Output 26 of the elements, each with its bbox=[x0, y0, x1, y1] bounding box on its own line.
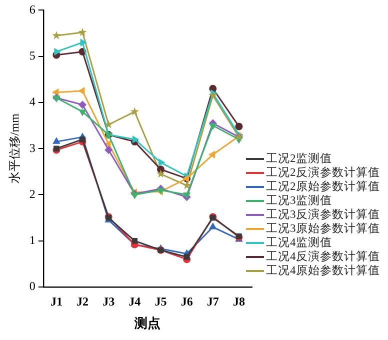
legend-label: 工况2反演参数计算值 bbox=[266, 166, 380, 180]
x-tick-label: J4 bbox=[128, 294, 141, 308]
x-tick-label: J8 bbox=[232, 294, 245, 308]
y-tick-label: 1 bbox=[29, 233, 36, 248]
x-tick-label: J2 bbox=[76, 294, 89, 308]
x-tick-label: J7 bbox=[206, 294, 219, 308]
y-tick-label: 6 bbox=[29, 2, 36, 16]
y-tick-label: 3 bbox=[29, 140, 36, 155]
y-tick-label: 2 bbox=[29, 186, 36, 201]
x-tick-label: J5 bbox=[154, 294, 167, 308]
legend-label: 工况2原始参数计算值 bbox=[266, 180, 380, 194]
y-tick-label: 5 bbox=[29, 48, 36, 62]
x-tick-label: J3 bbox=[102, 294, 115, 308]
legend-label: 工况3原始参数计算值 bbox=[266, 222, 380, 236]
legend-label: 工况2监测值 bbox=[266, 152, 332, 166]
legend-label: 工况4反演参数计算值 bbox=[266, 250, 380, 264]
legend-label: 工况4监测值 bbox=[266, 236, 332, 250]
y-tick-label: 0 bbox=[29, 279, 36, 294]
x-tick-label: J6 bbox=[180, 294, 193, 308]
y-tick-label: 4 bbox=[29, 94, 36, 109]
legend-label: 工况3反演参数计算值 bbox=[266, 208, 380, 222]
x-tick-label: J1 bbox=[50, 294, 62, 308]
legend-label: 工况3监测值 bbox=[266, 194, 332, 208]
x-axis-title: 测点 bbox=[134, 316, 161, 331]
y-axis-title: 水平位移/mm bbox=[7, 112, 22, 184]
legend-label: 工况4原始参数计算值 bbox=[266, 264, 380, 278]
